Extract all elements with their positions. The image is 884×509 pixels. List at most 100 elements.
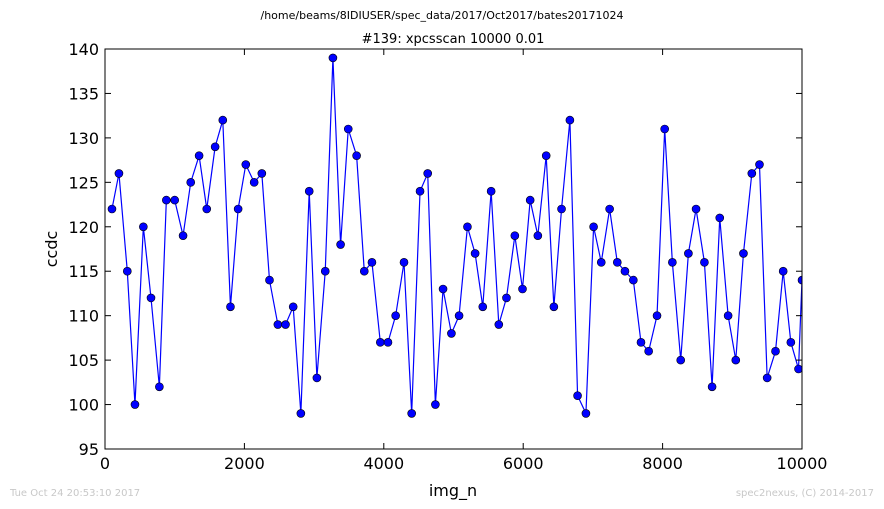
data-point: [486, 186, 496, 196]
data-point: [178, 231, 188, 240]
data-point: [676, 355, 686, 365]
data-point: [660, 124, 669, 134]
x-tick-label: 0: [100, 454, 110, 473]
data-point: [273, 320, 283, 329]
data-point: [376, 338, 385, 347]
data-point: [233, 204, 243, 214]
data-point: [723, 311, 733, 320]
data-point: [494, 320, 504, 329]
data-point: [249, 178, 259, 187]
x-tick-label: 8000: [642, 454, 683, 473]
data-point: [636, 338, 646, 347]
data-point: [731, 355, 741, 365]
x-axis-label: img_n: [429, 481, 477, 501]
data-point: [644, 346, 653, 356]
data-point: [281, 320, 290, 329]
x-tick-label: 10000: [777, 454, 828, 473]
data-point: [170, 195, 179, 205]
data-point: [581, 409, 591, 418]
data-point: [605, 204, 614, 214]
chart-suptitle: /home/beams/8IDIUSER/spec_data/2017/Oct2…: [261, 9, 624, 22]
data-point: [518, 284, 527, 294]
data-point: [620, 266, 630, 276]
data-point: [423, 169, 433, 178]
data-point: [778, 266, 788, 276]
data-point: [573, 391, 582, 400]
data-point: [296, 409, 306, 418]
data-point: [399, 258, 409, 267]
data-point: [367, 258, 377, 267]
data-point: [596, 258, 606, 267]
x-tick-label: 6000: [503, 454, 544, 473]
data-point: [502, 293, 511, 303]
data-point: [629, 275, 638, 285]
y-tick-label: 120: [68, 218, 99, 237]
y-tick-label: 140: [68, 40, 99, 59]
data-point: [510, 231, 520, 240]
data-point: [241, 160, 251, 169]
data-point: [155, 382, 164, 392]
data-point: [431, 400, 440, 409]
data-point: [525, 195, 535, 205]
data-point: [162, 195, 171, 205]
series-line: [111, 57, 802, 414]
y-tick-label: 105: [68, 351, 99, 370]
footer-credit: spec2nexus, (C) 2014-2017: [735, 488, 874, 499]
data-point: [470, 249, 480, 258]
data-point: [707, 382, 717, 392]
x-tick-label: 2000: [224, 454, 265, 473]
y-tick-label: 115: [68, 262, 99, 281]
data-point: [747, 169, 757, 178]
data-point: [739, 249, 748, 258]
data-point: [312, 373, 322, 383]
data-point: [359, 266, 369, 276]
y-tick-label: 110: [68, 307, 99, 326]
y-axis-label: ccdc: [42, 231, 61, 268]
data-point: [139, 222, 148, 232]
axes-frame: [104, 48, 803, 450]
data-point: [328, 53, 338, 63]
data-point: [612, 258, 622, 267]
data-point: [762, 373, 772, 383]
data-point: [415, 186, 425, 196]
data-point: [589, 222, 598, 232]
data-point: [771, 346, 780, 356]
data-point: [265, 275, 274, 285]
data-point: [447, 329, 456, 338]
data-point: [755, 160, 764, 169]
data-point: [226, 302, 235, 312]
data-point: [210, 142, 220, 152]
data-point: [533, 231, 543, 240]
data-point: [257, 169, 267, 178]
data-point: [288, 302, 298, 312]
y-tick-label: 100: [68, 396, 99, 415]
data-point: [352, 151, 361, 160]
data-point: [383, 338, 393, 347]
data-point: [794, 364, 802, 374]
x-axis: 0 2000 4000 6000 8000 10000: [100, 49, 828, 473]
data-point: [668, 258, 677, 267]
data-point: [786, 338, 796, 347]
data-point: [304, 186, 314, 196]
data-point: [146, 293, 156, 303]
chart-title: #139: xpcsscan 10000 0.01: [362, 32, 545, 47]
data-point: [454, 311, 464, 320]
plot-area: [107, 53, 802, 418]
data-point: [438, 284, 448, 294]
data-point: [391, 311, 400, 320]
y-tick-label: 125: [68, 173, 99, 192]
data-point: [715, 213, 725, 223]
data-point: [700, 258, 709, 267]
data-point: [549, 302, 559, 312]
series-line-layer: [111, 57, 802, 414]
data-point: [218, 115, 228, 125]
y-tick-label: 135: [68, 84, 99, 103]
data-point: [463, 222, 472, 232]
y-tick-label: 130: [68, 129, 99, 148]
data-point: [652, 311, 662, 320]
footer-timestamp: Tue Oct 24 20:53:10 2017: [10, 488, 141, 499]
y-tick-label: 95: [79, 440, 99, 459]
data-point: [114, 169, 124, 178]
data-point: [478, 302, 488, 312]
